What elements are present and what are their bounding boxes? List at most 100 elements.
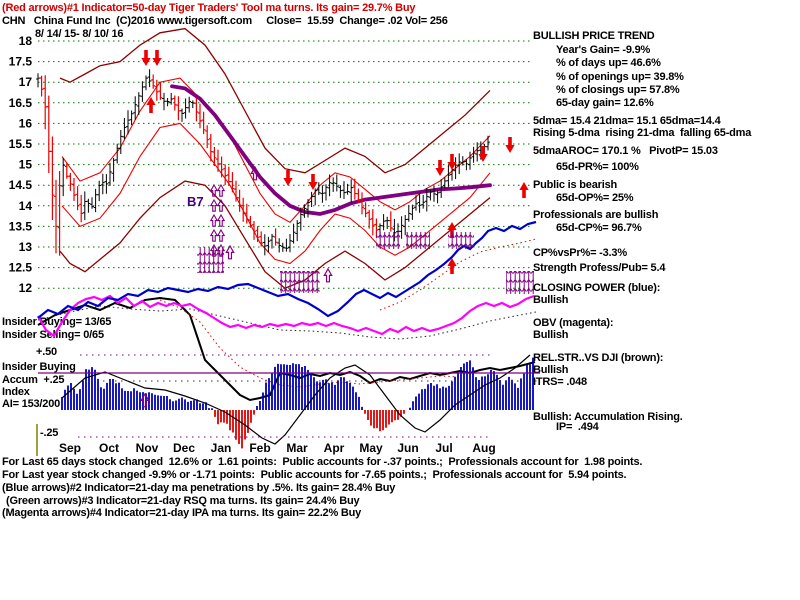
accumulation-hatch-block [406, 232, 430, 249]
panel-line-11: 65d-OP%= 25% [556, 192, 634, 204]
panel-line-6: 5dma= 15.4 21dma= 15.1 65dma=14.4 [533, 115, 721, 127]
y-label-15: 15 [19, 158, 33, 172]
panel-line-9: 65d-PR%= 100% [556, 161, 639, 173]
panel-line-16: CLOSING POWER (blue): [533, 282, 661, 294]
panel-line-21: Bullish [533, 364, 569, 376]
indicator-lines [37, 220, 537, 402]
red-down-arrow [308, 174, 318, 190]
axis-labels: 18 17.5 17 16.5 16 15.5 15 14.5 14 13.5 13 12.5 12 Se… [9, 34, 496, 455]
month-label-Dec: Dec [173, 441, 195, 455]
panel-line-7: Rising 5-dma rising 21-dma falling 65-dm… [533, 127, 752, 139]
red-up-arrow [447, 258, 457, 274]
month-label-Aug: Aug [472, 441, 495, 455]
left-label-5: Index [2, 386, 30, 398]
month-label-Feb: Feb [249, 441, 270, 455]
accumulation-hatch-block [448, 232, 474, 249]
month-label-Oct: Oct [99, 441, 119, 455]
month-label-Jul: Jul [435, 441, 452, 455]
panel-line-17: Bullish [533, 294, 569, 306]
left-label-0: Insider Buying= 13/65 [2, 316, 112, 328]
panel-line-2: % of days up= 46.6% [556, 57, 661, 69]
y-label-12.5: 12.5 [9, 261, 33, 275]
left-label-2: +.50 [36, 346, 57, 358]
purple-stack-arrow [209, 183, 219, 197]
red-down-arrow [447, 154, 457, 170]
red-up-arrow [146, 97, 156, 113]
y-label-17: 17 [19, 75, 33, 89]
purple-stack-arrow [216, 243, 226, 257]
price-bars [36, 69, 490, 256]
panel-line-24: IP= .494 [556, 421, 599, 433]
panel-line-13: 65d-CP%= 96.7% [556, 222, 642, 234]
month-label-Jun: Jun [397, 441, 418, 455]
panel-line-23: Bullish: Accumulation Rising. [533, 411, 683, 423]
panel-line-22: ITRS= .048 [533, 376, 587, 388]
month-label-Sep: Sep [59, 441, 81, 455]
month-label-Jan: Jan [211, 441, 232, 455]
panel-line-18: OBV (magenta): [533, 317, 614, 329]
panel-line-3: % of openings up= 39.8% [556, 71, 684, 83]
y-label-16.5: 16.5 [9, 96, 33, 110]
month-label-May: May [359, 441, 383, 455]
rel-str-line [37, 296, 536, 402]
purple-stack-arrow [216, 228, 226, 242]
panel-line-20: REL.STR..VS DJI (brown): [533, 352, 664, 364]
y-label-13.5: 13.5 [9, 219, 33, 233]
signal-arrows: B7 [140, 50, 534, 408]
footer-line-4: (Magenta arrows)#4 Indicator=21-day IPA … [2, 507, 362, 519]
date-range: 8/ 14/ 15- 8/ 10/ 16 [35, 28, 124, 40]
panel-line-15: Strength Profess/Pub= 5.4 [533, 262, 666, 274]
footer-line-2: (Blue arrows)#2 Indicator=21-day ma pene… [2, 482, 396, 494]
month-label-Apr: Apr [324, 441, 345, 455]
panel-line-1: Year's Gain= -9.9% [556, 44, 651, 56]
purple-stack-arrow [209, 213, 219, 227]
left-label-3: Insider Buying [2, 361, 76, 373]
y-label-18: 18 [19, 34, 33, 48]
panel-line-5: 65-day gain= 12.6% [556, 97, 654, 109]
left-label-4: Accum +.25 [2, 374, 65, 386]
accumulation-histogram [36, 354, 540, 456]
purple-stack-arrow [209, 243, 219, 257]
accumulation-hatch-block [506, 271, 534, 294]
y-label-17.5: 17.5 [9, 55, 33, 69]
obv-line [37, 294, 535, 338]
purple-up-arrow [225, 244, 235, 260]
purple-up-arrow [323, 267, 333, 283]
purple-stack-arrow [216, 183, 226, 197]
accumulation-hatch-block [376, 232, 400, 249]
purple-up-arrow [250, 165, 260, 181]
purple-up-arrow [140, 392, 150, 408]
accumulation-hatch-block [197, 247, 224, 273]
red-down-arrow [141, 50, 151, 66]
footer-line-3: (Green arrows)#3 Indicator=21-day RSQ ma… [6, 495, 360, 507]
red-down-arrow [283, 170, 293, 186]
panel-line-8: 5dmaAROC= 170.1 % PivotP= 15.03 [533, 145, 718, 157]
red-up-arrow [519, 182, 529, 198]
y-label-14.5: 14.5 [9, 178, 33, 192]
panel-line-0: BULLISH PRICE TREND [533, 30, 655, 42]
trading-bands [59, 27, 492, 289]
panel-line-10: Public is bearish [533, 179, 618, 191]
b7-signal-label: B7 [187, 194, 204, 209]
chart-title: CHN China Fund Inc (C)2016 www.tigersoft… [2, 15, 448, 27]
left-label-1: Insider Selling= 0/65 [2, 329, 104, 341]
left-label-7: -.25 [40, 427, 59, 439]
panel-line-19: Bullish [533, 329, 569, 341]
purple-stack-arrow [216, 213, 226, 227]
purple-stack-arrow [209, 198, 219, 212]
month-label-Nov: Nov [136, 441, 159, 455]
panel-line-12: Professionals are bullish [533, 209, 659, 221]
closing-power-line [37, 220, 537, 319]
red-down-arrow [505, 137, 515, 153]
left-label-6: AI= 153/200 [2, 398, 61, 410]
footer-line-0: For Last 65 days stock changed 12.6% or … [2, 456, 643, 468]
footer-line-1: For Last year stock changed -9.9% or -1.… [2, 469, 627, 481]
panel-line-4: % of closings up= 57.8% [556, 84, 680, 96]
y-label-15.5: 15.5 [9, 137, 33, 151]
price-gridlines [38, 40, 531, 289]
red-down-arrow [152, 50, 162, 66]
panel-line-14: CP%vsPr%= -3.3% [533, 247, 627, 259]
red-down-arrow [478, 146, 488, 162]
purple-stack-arrow [216, 198, 226, 212]
